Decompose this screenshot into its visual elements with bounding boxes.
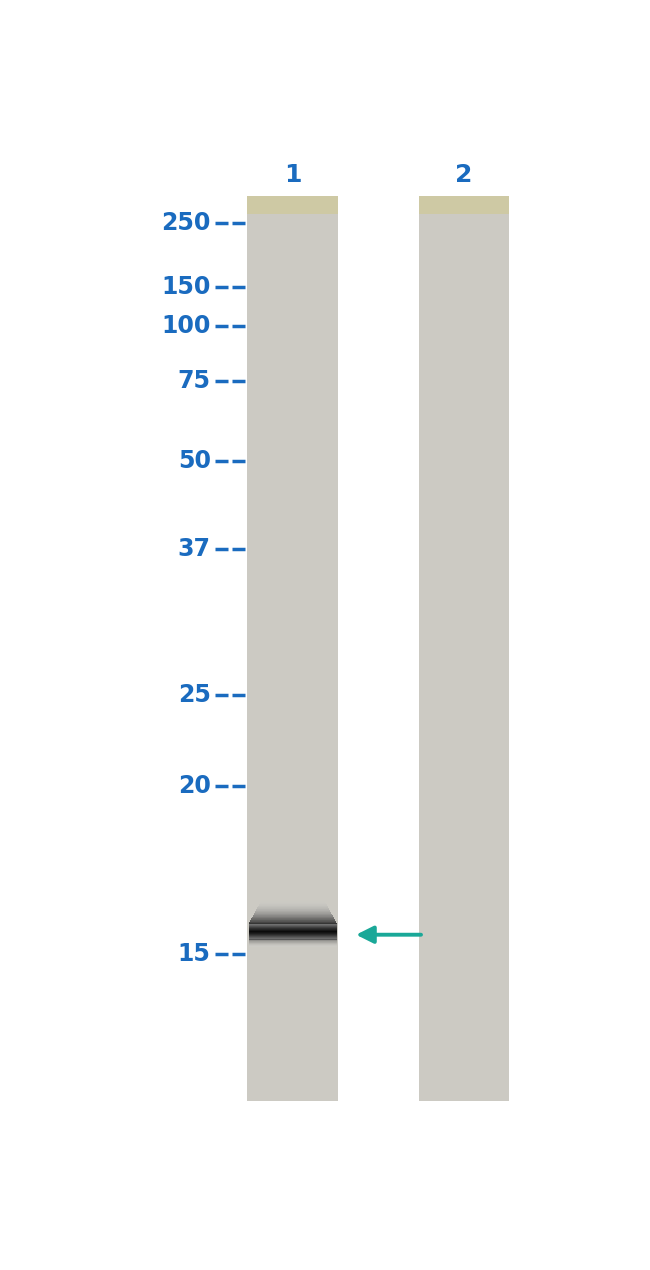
- Text: 250: 250: [161, 211, 211, 235]
- Text: 150: 150: [161, 276, 211, 300]
- Text: 37: 37: [177, 537, 211, 561]
- Bar: [419, 197, 510, 215]
- Text: 20: 20: [178, 775, 211, 798]
- Text: 2: 2: [456, 163, 473, 187]
- Text: 25: 25: [178, 683, 211, 707]
- Text: 1: 1: [284, 163, 302, 187]
- Text: 15: 15: [178, 942, 211, 966]
- Bar: [419, 215, 510, 1101]
- Bar: [248, 215, 338, 1101]
- Text: 75: 75: [177, 370, 211, 394]
- Bar: [248, 197, 338, 215]
- Text: 100: 100: [161, 315, 211, 339]
- Text: 50: 50: [177, 450, 211, 474]
